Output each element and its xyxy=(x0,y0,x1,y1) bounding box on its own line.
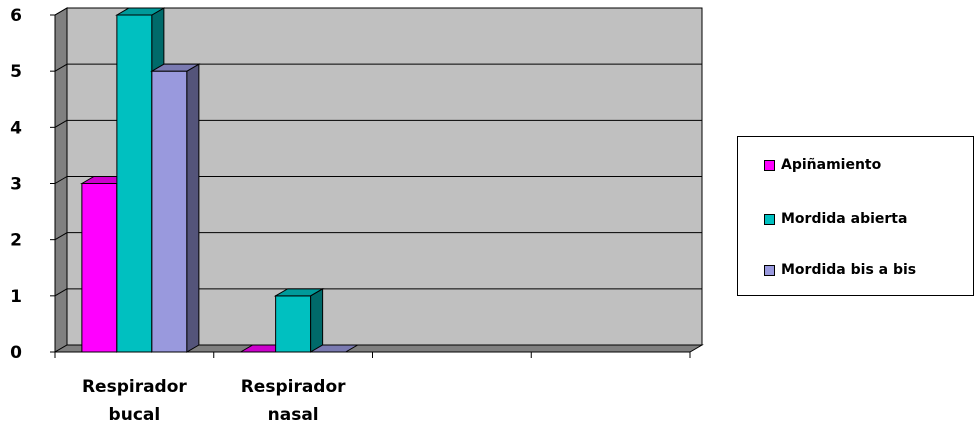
bar xyxy=(150,63,201,353)
gridline-diag xyxy=(54,63,68,72)
bar-top xyxy=(150,63,201,72)
gridline-diag xyxy=(54,119,68,128)
y-tick-label: 2 xyxy=(10,231,22,251)
y-tick-label: 1 xyxy=(10,287,22,307)
axes: 0 1 2 3 4 5 6 Respirador bucal Respirador nasal xyxy=(10,6,691,425)
legend-swatch xyxy=(764,213,775,225)
bars xyxy=(80,7,360,353)
legend-item-mordida-bis-a-bis: Mordida bis a bis xyxy=(764,262,916,278)
y-tick-label: 0 xyxy=(10,343,22,363)
legend-item-mordida-abierta: Mordida abierta xyxy=(764,211,907,227)
bar-side xyxy=(310,287,324,353)
x-tick-label: nasal xyxy=(268,405,319,425)
bar-side xyxy=(186,63,200,353)
legend-label: Apiñamiento xyxy=(781,157,882,173)
gridline-diag xyxy=(54,7,68,16)
gridline-diag xyxy=(54,232,68,241)
bar-front xyxy=(151,70,188,353)
x-tick-label: Respirador xyxy=(241,377,346,397)
legend-label: Mordida bis a bis xyxy=(781,262,917,278)
legend-label: Mordida abierta xyxy=(781,211,908,227)
legend-item-apinamiento: Apiñamiento xyxy=(764,157,881,173)
bar-front xyxy=(275,295,312,353)
x-tick-label: bucal xyxy=(109,405,161,425)
bar-front xyxy=(116,14,153,353)
gridline-diag xyxy=(54,176,68,184)
y-tick-label: 6 xyxy=(10,6,22,26)
legend-swatch xyxy=(764,159,775,171)
y-tick-label: 3 xyxy=(10,175,22,195)
bar xyxy=(273,287,325,353)
legend: Apiñamiento Mordida abierta Mordida bis … xyxy=(737,136,974,296)
bar-top xyxy=(115,7,166,16)
bar-front xyxy=(81,183,118,353)
y-tick-label: 5 xyxy=(10,62,22,82)
legend-swatch xyxy=(764,264,775,276)
bar-top xyxy=(273,288,325,297)
gridline-diag xyxy=(54,288,68,297)
y-tick-label: 4 xyxy=(10,118,22,138)
x-tick-label: Respirador xyxy=(82,377,187,397)
